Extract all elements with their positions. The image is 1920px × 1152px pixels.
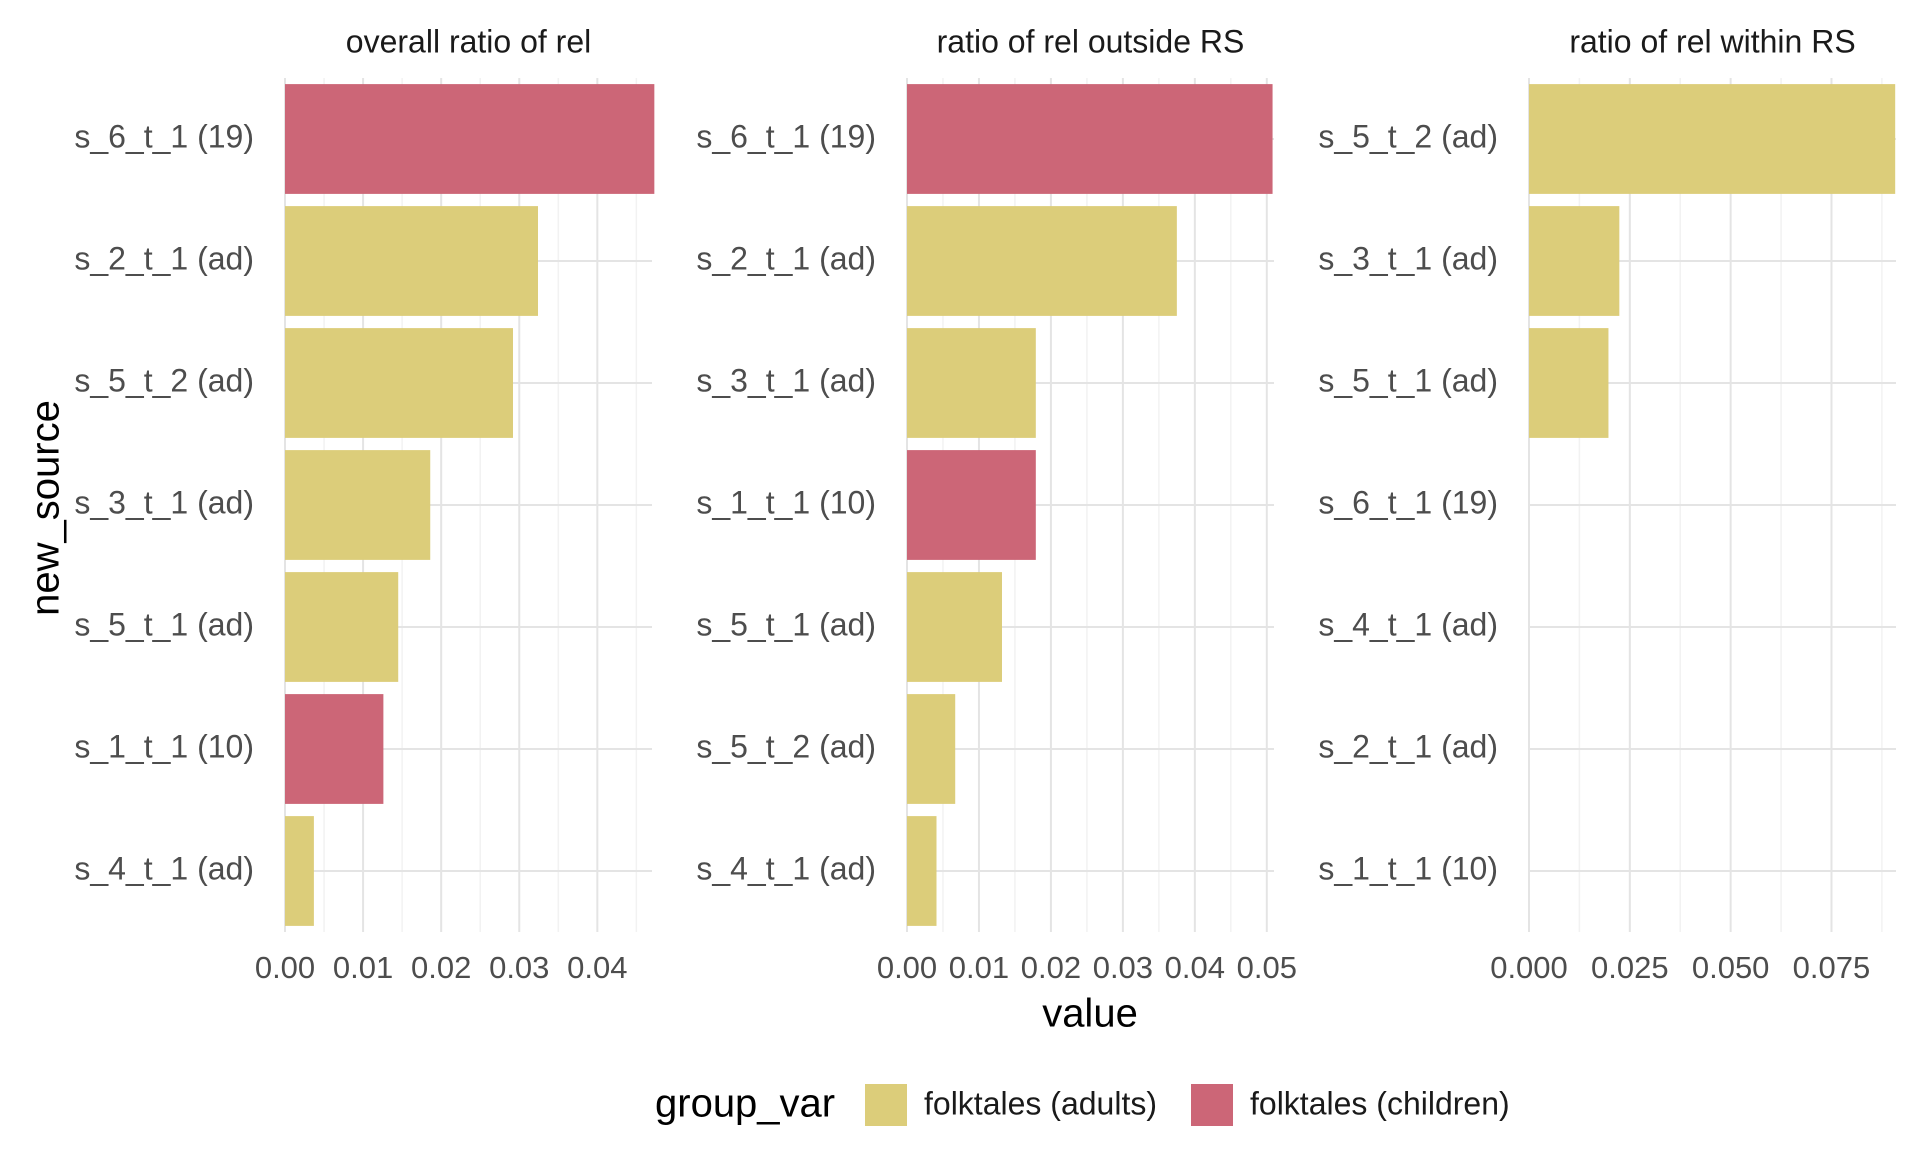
x-tick-label: 0.075 bbox=[1793, 950, 1871, 985]
bar bbox=[285, 694, 384, 804]
x-tick-label: 0.02 bbox=[411, 950, 471, 985]
y-tick-label: s_5_t_2 (ad) bbox=[1318, 118, 1498, 154]
bar bbox=[907, 450, 1036, 560]
y-tick-label: s_4_t_1 (ad) bbox=[696, 850, 876, 886]
y-tick-label: s_1_t_1 (10) bbox=[696, 484, 876, 520]
y-tick-label: s_5_t_2 (ad) bbox=[74, 362, 254, 398]
y-tick-label: s_5_t_1 (ad) bbox=[1318, 362, 1498, 398]
bar bbox=[907, 84, 1273, 194]
y-tick-label: s_3_t_1 (ad) bbox=[696, 362, 876, 398]
bar bbox=[1529, 328, 1609, 438]
bar bbox=[285, 572, 399, 682]
y-tick-label: s_5_t_1 (ad) bbox=[74, 606, 254, 642]
bar bbox=[285, 328, 514, 438]
y-tick-label: s_5_t_2 (ad) bbox=[696, 728, 876, 764]
y-tick-label: s_2_t_1 (ad) bbox=[1318, 728, 1498, 764]
x-tick-label: 0.02 bbox=[1021, 950, 1081, 985]
bar bbox=[1529, 206, 1620, 316]
y-tick-label: s_5_t_1 (ad) bbox=[696, 606, 876, 642]
y-tick-label: s_4_t_1 (ad) bbox=[1318, 606, 1498, 642]
legend-swatch bbox=[865, 1084, 907, 1126]
x-tick-label: 0.05 bbox=[1237, 950, 1297, 985]
x-tick-label: 0.01 bbox=[949, 950, 1009, 985]
y-tick-label: s_3_t_1 (ad) bbox=[74, 484, 254, 520]
x-tick-label: 0.03 bbox=[489, 950, 549, 985]
y-tick-label: s_1_t_1 (10) bbox=[74, 728, 254, 764]
x-tick-label: 0.025 bbox=[1591, 950, 1669, 985]
y-tick-label: s_2_t_1 (ad) bbox=[74, 240, 254, 276]
facet-panel: s_5_t_2 (ad) s_3_t_1 (ad) s_5_t_1 (ad) s_6_… bbox=[1318, 23, 1896, 985]
legend-label: folktales (children) bbox=[1250, 1085, 1510, 1121]
x-tick-label: 0.00 bbox=[255, 950, 315, 985]
bar bbox=[285, 816, 314, 926]
bar bbox=[285, 450, 431, 560]
x-axis-title: value bbox=[1042, 992, 1138, 1036]
y-tick-label: s_4_t_1 (ad) bbox=[74, 850, 254, 886]
facet-title: ratio of rel outside RS bbox=[937, 23, 1245, 59]
y-tick-label: s_2_t_1 (ad) bbox=[696, 240, 876, 276]
legend-title: group_var bbox=[655, 1082, 835, 1126]
x-tick-label: 0.04 bbox=[1165, 950, 1225, 985]
bar bbox=[907, 694, 956, 804]
bar bbox=[907, 328, 1036, 438]
y-tick-label: s_6_t_1 (19) bbox=[74, 118, 254, 154]
y-tick-label: s_3_t_1 (ad) bbox=[1318, 240, 1498, 276]
x-tick-label: 0.000 bbox=[1490, 950, 1568, 985]
x-tick-label: 0.01 bbox=[333, 950, 393, 985]
bar bbox=[285, 206, 538, 316]
legend: group_var folktales (adults) folktales (c… bbox=[655, 1082, 1510, 1126]
bar bbox=[907, 816, 937, 926]
x-tick-label: 0.050 bbox=[1692, 950, 1770, 985]
x-tick-label: 0.00 bbox=[877, 950, 937, 985]
facet-title: overall ratio of rel bbox=[346, 23, 591, 59]
legend-label: folktales (adults) bbox=[924, 1085, 1157, 1121]
y-tick-label: s_6_t_1 (19) bbox=[1318, 484, 1498, 520]
bar bbox=[907, 206, 1177, 316]
bar bbox=[1529, 84, 1896, 194]
y-axis-title: new_source bbox=[24, 400, 68, 616]
x-tick-label: 0.04 bbox=[567, 950, 627, 985]
legend-swatch bbox=[1191, 1084, 1233, 1126]
y-tick-label: s_6_t_1 (19) bbox=[696, 118, 876, 154]
bar bbox=[907, 572, 1002, 682]
facet-panel: s_6_t_1 (19) s_2_t_1 (ad) s_3_t_1 (ad) s_1_… bbox=[696, 23, 1297, 985]
x-tick-label: 0.03 bbox=[1093, 950, 1153, 985]
facet-panel: s_6_t_1 (19) s_2_t_1 (ad) s_5_t_2 (ad) s_3_… bbox=[74, 23, 655, 985]
facet-panels: s_6_t_1 (19) s_2_t_1 (ad) s_5_t_2 (ad) s_3_… bbox=[74, 23, 1896, 985]
bar bbox=[285, 84, 655, 194]
y-tick-label: s_1_t_1 (10) bbox=[1318, 850, 1498, 886]
facet-title: ratio of rel within RS bbox=[1569, 23, 1855, 59]
